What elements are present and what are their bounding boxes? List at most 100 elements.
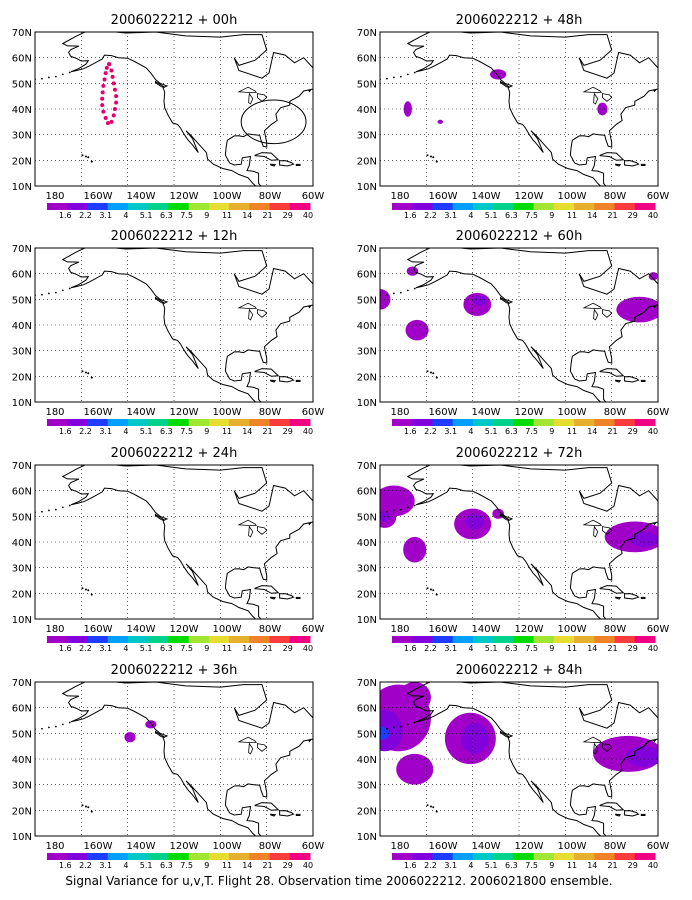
lake-outline — [602, 743, 613, 752]
colorbar-swatch — [107, 636, 129, 643]
colorbar-label: 3.1 — [99, 861, 112, 870]
coastline — [279, 160, 295, 167]
coastline — [653, 88, 658, 93]
colorbar-swatch — [208, 419, 230, 426]
lake-outline — [602, 93, 613, 102]
coastline — [640, 813, 646, 816]
colorbar-label: 2.2 — [79, 861, 92, 870]
variance-blob — [597, 102, 608, 116]
observation-dot — [112, 107, 117, 111]
lon-tick-label: 60W — [647, 624, 670, 635]
lat-tick-label: 30N — [357, 347, 377, 358]
colorbar-label: 1.6 — [404, 644, 417, 653]
coastline — [61, 682, 313, 836]
coastline — [640, 379, 646, 382]
colorbar-label: 14 — [587, 644, 597, 653]
lon-tick-label: 80W — [604, 841, 627, 852]
colorbar-label: 7.5 — [180, 861, 193, 870]
island — [406, 289, 409, 292]
coastline — [656, 32, 658, 33]
lon-tick-label: 180 — [45, 624, 64, 635]
coastline — [656, 248, 658, 249]
colorbar-swatch — [472, 853, 494, 860]
colorbar-label: 7.5 — [525, 644, 538, 653]
lake-outline — [257, 309, 268, 318]
observation-dot — [104, 65, 109, 70]
lon-tick-label: 140W — [127, 407, 156, 418]
island — [68, 71, 71, 74]
lake-outline — [237, 519, 258, 527]
colorbar-label: 9 — [204, 861, 209, 870]
variance-blob — [465, 513, 485, 530]
colorbar-swatch — [127, 203, 149, 210]
lake-outline — [602, 309, 613, 318]
island — [87, 372, 90, 375]
lon-tick-label: 120W — [515, 407, 544, 418]
colorbar-label: 6.3 — [505, 427, 518, 436]
colorbar-swatch — [229, 419, 250, 426]
colorbar-label: 7.5 — [180, 427, 193, 436]
coastline — [406, 248, 658, 402]
map-frame — [34, 681, 314, 837]
lon-tick-label: 160W — [84, 191, 113, 202]
lon-tick-label: 100W — [213, 407, 242, 418]
colorbar-swatch — [168, 853, 190, 860]
colorbar-label: 40 — [648, 427, 658, 436]
colorbar-label: 14 — [587, 427, 597, 436]
colorbar-label: 1.6 — [59, 861, 72, 870]
lat-tick-label: 70N — [12, 28, 32, 39]
island — [87, 156, 90, 159]
island — [87, 589, 90, 592]
island — [41, 510, 43, 513]
map-panel: 2006022212 + 12h 70N 60N 50N 40N 30N 20N 10N 180… — [12, 229, 325, 436]
colorbar-swatch — [87, 636, 109, 643]
colorbar-swatch — [432, 853, 454, 860]
coastline — [254, 368, 280, 377]
colorbar-swatch — [513, 203, 535, 210]
colorbar-swatch — [533, 203, 555, 210]
island — [413, 287, 416, 290]
colorbar-swatch — [249, 636, 271, 643]
coastline — [599, 368, 625, 377]
coastline — [624, 810, 640, 817]
coastline — [500, 296, 510, 304]
colorbar-label: 3.1 — [444, 427, 457, 436]
lat-tick-label: 10N — [357, 615, 377, 626]
island — [386, 77, 388, 80]
colorbar-label: 29 — [628, 427, 638, 436]
coastline — [500, 730, 510, 738]
coastline — [640, 163, 646, 166]
island — [54, 291, 57, 294]
lon-tick-label: 60W — [302, 407, 325, 418]
colorbar-label: 4 — [468, 861, 473, 870]
colorbar-swatch — [148, 419, 169, 426]
lat-tick-label: 50N — [12, 729, 32, 740]
coastline — [500, 80, 510, 88]
variance-blob — [124, 732, 136, 743]
island — [48, 509, 50, 512]
colorbar-label: 2.2 — [79, 427, 92, 436]
coastline — [61, 465, 313, 619]
lake-outline — [248, 308, 254, 321]
observation-dot — [101, 83, 106, 88]
island — [84, 588, 87, 591]
island — [399, 508, 402, 511]
map-frame — [379, 247, 659, 403]
lat-tick-label: 10N — [357, 832, 377, 843]
colorbar-label: 2.2 — [424, 644, 437, 653]
colorbar-swatch — [289, 853, 311, 860]
colorbar-swatch — [249, 203, 271, 210]
lake-outline — [582, 302, 603, 310]
contour-ring — [240, 99, 307, 145]
colorbar-label: 14 — [242, 644, 252, 653]
lon-tick-label: 80W — [259, 191, 282, 202]
colorbar-swatch — [412, 853, 433, 860]
island — [426, 154, 429, 157]
colorbar-swatch — [148, 636, 169, 643]
observation-dot — [100, 96, 105, 101]
lat-tick-label: 40N — [12, 538, 32, 549]
lon-tick-label: 120W — [170, 624, 199, 635]
colorbar-swatch — [472, 203, 494, 210]
colorbar-swatch — [513, 636, 535, 643]
colorbar-label: 5.1 — [485, 427, 498, 436]
